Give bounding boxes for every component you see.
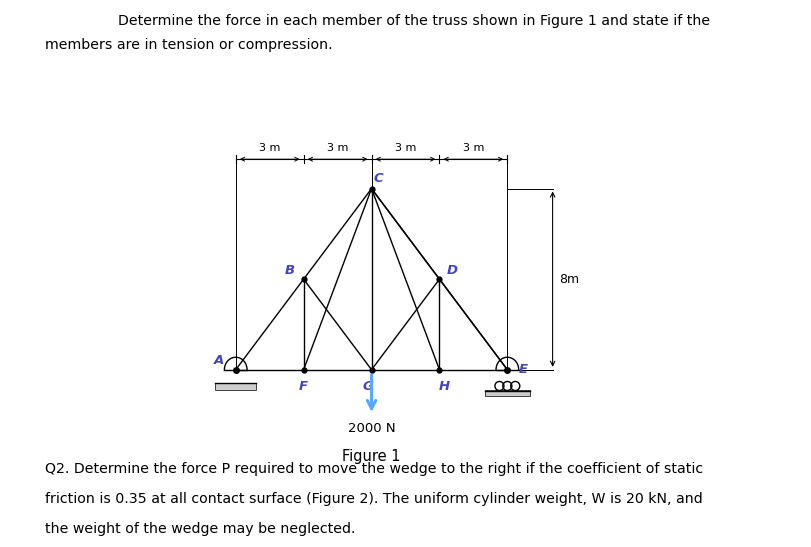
Text: 3 m: 3 m [259,143,281,153]
Text: 8m: 8m [560,272,580,286]
Text: B: B [285,264,294,277]
Text: A: A [214,354,225,368]
Text: 3 m: 3 m [327,143,348,153]
Text: 3 m: 3 m [395,143,416,153]
Text: D: D [446,264,457,277]
Text: 2000 N: 2000 N [348,422,395,435]
Text: Q2. Determine the force P required to move the wedge to the right if the coeffic: Q2. Determine the force P required to mo… [45,462,702,476]
Text: friction is 0.35 at all contact surface (Figure 2). The uniform cylinder weight,: friction is 0.35 at all contact surface … [45,492,702,507]
Text: 3 m: 3 m [463,143,484,153]
Text: the weight of the wedge may be neglected.: the weight of the wedge may be neglected… [45,522,355,537]
Text: G: G [363,380,374,393]
Text: H: H [439,380,449,393]
Text: F: F [299,380,308,393]
Bar [485,390,530,395]
Text: members are in tension or compression.: members are in tension or compression. [45,38,333,53]
Text: E: E [519,363,528,376]
Text: Determine the force in each member of the truss shown in Figure 1 and state if t: Determine the force in each member of th… [101,14,710,28]
Text: Figure 1: Figure 1 [342,449,401,464]
Bar [216,383,256,390]
Text: C: C [374,172,384,185]
